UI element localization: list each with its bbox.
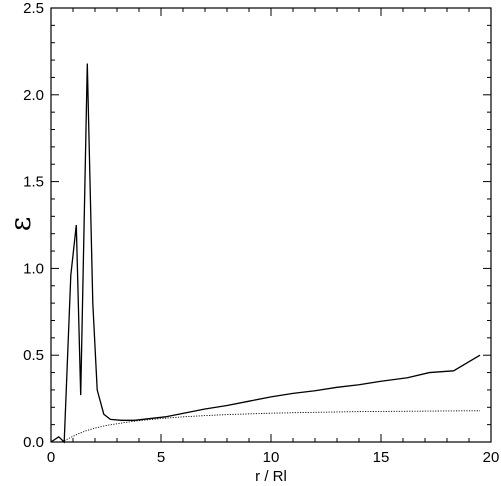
series-solid-line xyxy=(50,63,481,444)
y-tick-label: 2.0 xyxy=(23,87,44,104)
ticks xyxy=(50,7,492,443)
x-tick-label: 15 xyxy=(373,449,390,466)
y-tick-label: 1.0 xyxy=(23,260,44,277)
y-tick-label: 1.5 xyxy=(23,174,44,191)
x-tick-label: 10 xyxy=(263,449,280,466)
series-group xyxy=(50,63,481,444)
x-tick-label: 20 xyxy=(483,449,500,466)
y-tick-label: 2.5 xyxy=(23,0,44,17)
x-tick-label: 0 xyxy=(47,449,55,466)
y-tick-label: 0.5 xyxy=(23,347,44,364)
plot-frame xyxy=(50,7,492,443)
x-axis-title: r / Rl xyxy=(255,468,287,485)
tick-labels: 0 5 10 15 20 0.0 0.5 1.0 1.5 2.0 2.5 xyxy=(23,0,499,466)
y-tick-label: 0.0 xyxy=(23,434,44,451)
y-axis-title: ε xyxy=(4,217,37,232)
x-tick-label: 5 xyxy=(157,449,165,466)
